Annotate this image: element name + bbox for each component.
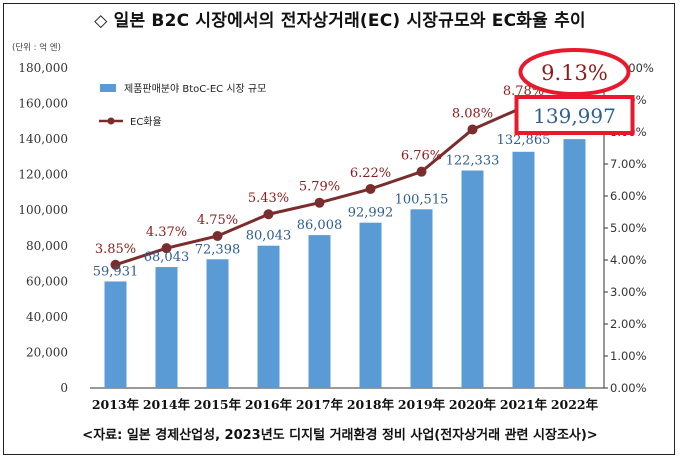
y-left-tick-label: 0 xyxy=(60,381,68,395)
bar xyxy=(563,139,586,388)
bar xyxy=(512,151,535,388)
bar xyxy=(206,259,229,388)
rate-value-label: 6.76% xyxy=(401,149,442,164)
bar xyxy=(104,281,127,388)
x-tick-label: 2022年 xyxy=(551,397,599,412)
y-left-tick-label: 80,000 xyxy=(26,239,68,253)
rate-value-label-highlight: 9.13% xyxy=(541,61,608,85)
rate-value-label: 4.37% xyxy=(146,225,187,240)
bar xyxy=(308,235,331,388)
bar-value-label: 92,992 xyxy=(348,206,394,221)
y-left-tick-label: 100,000 xyxy=(18,203,68,217)
rate-point xyxy=(263,209,274,220)
bar xyxy=(461,170,484,388)
x-tick-label: 2013年 xyxy=(92,397,140,412)
legend-line-marker xyxy=(107,117,115,125)
rate-point xyxy=(110,259,121,270)
rate-point xyxy=(416,166,427,177)
rate-point xyxy=(161,243,172,254)
x-tick-label: 2015年 xyxy=(194,397,242,412)
bar-value-label: 59,931 xyxy=(93,264,139,279)
rate-point xyxy=(467,124,478,135)
y-left-tick-label: 120,000 xyxy=(18,168,68,182)
y-right-tick-label: 3.00% xyxy=(610,285,647,299)
bar xyxy=(410,209,433,388)
bar xyxy=(257,245,280,388)
x-tick-label: 2021年 xyxy=(500,397,548,412)
bar-value-label: 72,398 xyxy=(195,242,241,257)
x-tick-label: 2020年 xyxy=(449,397,497,412)
rate-value-label: 5.43% xyxy=(248,191,289,206)
x-tick-label: 2017年 xyxy=(296,397,344,412)
source-note: <자료: 일본 경제산업성, 2023년도 디지털 거래환경 정비 사업(전자상… xyxy=(82,428,598,443)
y-right-tick-label: 6.00% xyxy=(610,189,647,203)
y-left-tick-label: 20,000 xyxy=(26,345,68,359)
y-right-tick-label: 7.00% xyxy=(610,157,647,171)
x-tick-label: 2014年 xyxy=(143,397,191,412)
bar-value-label: 80,043 xyxy=(246,229,292,244)
bar-value-label: 132,865 xyxy=(497,133,551,148)
y-right-tick-label: 1.00% xyxy=(610,349,647,363)
x-tick-label: 2018年 xyxy=(347,397,395,412)
y-right-tick-label: 0.00% xyxy=(610,381,647,395)
rate-value-label: 3.85% xyxy=(95,242,136,257)
y-right-tick-label: 5.00% xyxy=(610,221,647,235)
legend-line-label: EC화율 xyxy=(130,116,162,128)
bar-value-label: 68,043 xyxy=(144,250,190,265)
rate-value-label: 5.79% xyxy=(299,180,340,195)
y-left-tick-label: 140,000 xyxy=(18,132,68,146)
legend-bar-swatch xyxy=(100,84,116,92)
chart-title: ◇ 일본 B2C 시장에서의 전자상거래(EC) 시장규모와 EC화율 추이 xyxy=(94,11,586,31)
bar-value-label: 86,008 xyxy=(297,218,343,233)
bar-value-label: 122,333 xyxy=(446,154,500,169)
unit-label: (단위 : 억 엔) xyxy=(12,42,61,53)
rate-value-label: 6.22% xyxy=(350,166,391,181)
bar xyxy=(155,267,178,388)
rate-point xyxy=(365,183,376,194)
bar-value-label-highlight: 139,997 xyxy=(533,104,616,128)
bar xyxy=(359,222,382,388)
y-left-tick-label: 40,000 xyxy=(26,310,68,324)
rate-line xyxy=(115,94,575,267)
x-tick-label: 2019年 xyxy=(398,397,446,412)
highlight-ellipse xyxy=(518,48,631,96)
bar-value-label: 100,515 xyxy=(395,192,449,207)
y-right-tick-label: 2.00% xyxy=(610,317,647,331)
rate-value-label: 4.75% xyxy=(197,213,238,228)
x-tick-label: 2016年 xyxy=(245,397,293,412)
rate-value-label: 8.08% xyxy=(452,106,493,121)
highlight-box xyxy=(514,95,635,135)
y-left-tick-label: 160,000 xyxy=(18,97,68,111)
y-left-tick-label: 180,000 xyxy=(18,61,68,75)
y-left-tick-label: 60,000 xyxy=(26,274,68,288)
rate-point xyxy=(314,197,325,208)
legend-bar-label: 제품판매분야 BtoC-EC 시장 규모 xyxy=(124,83,266,95)
y-right-tick-label: 4.00% xyxy=(610,253,647,267)
rate-point xyxy=(212,231,223,241)
